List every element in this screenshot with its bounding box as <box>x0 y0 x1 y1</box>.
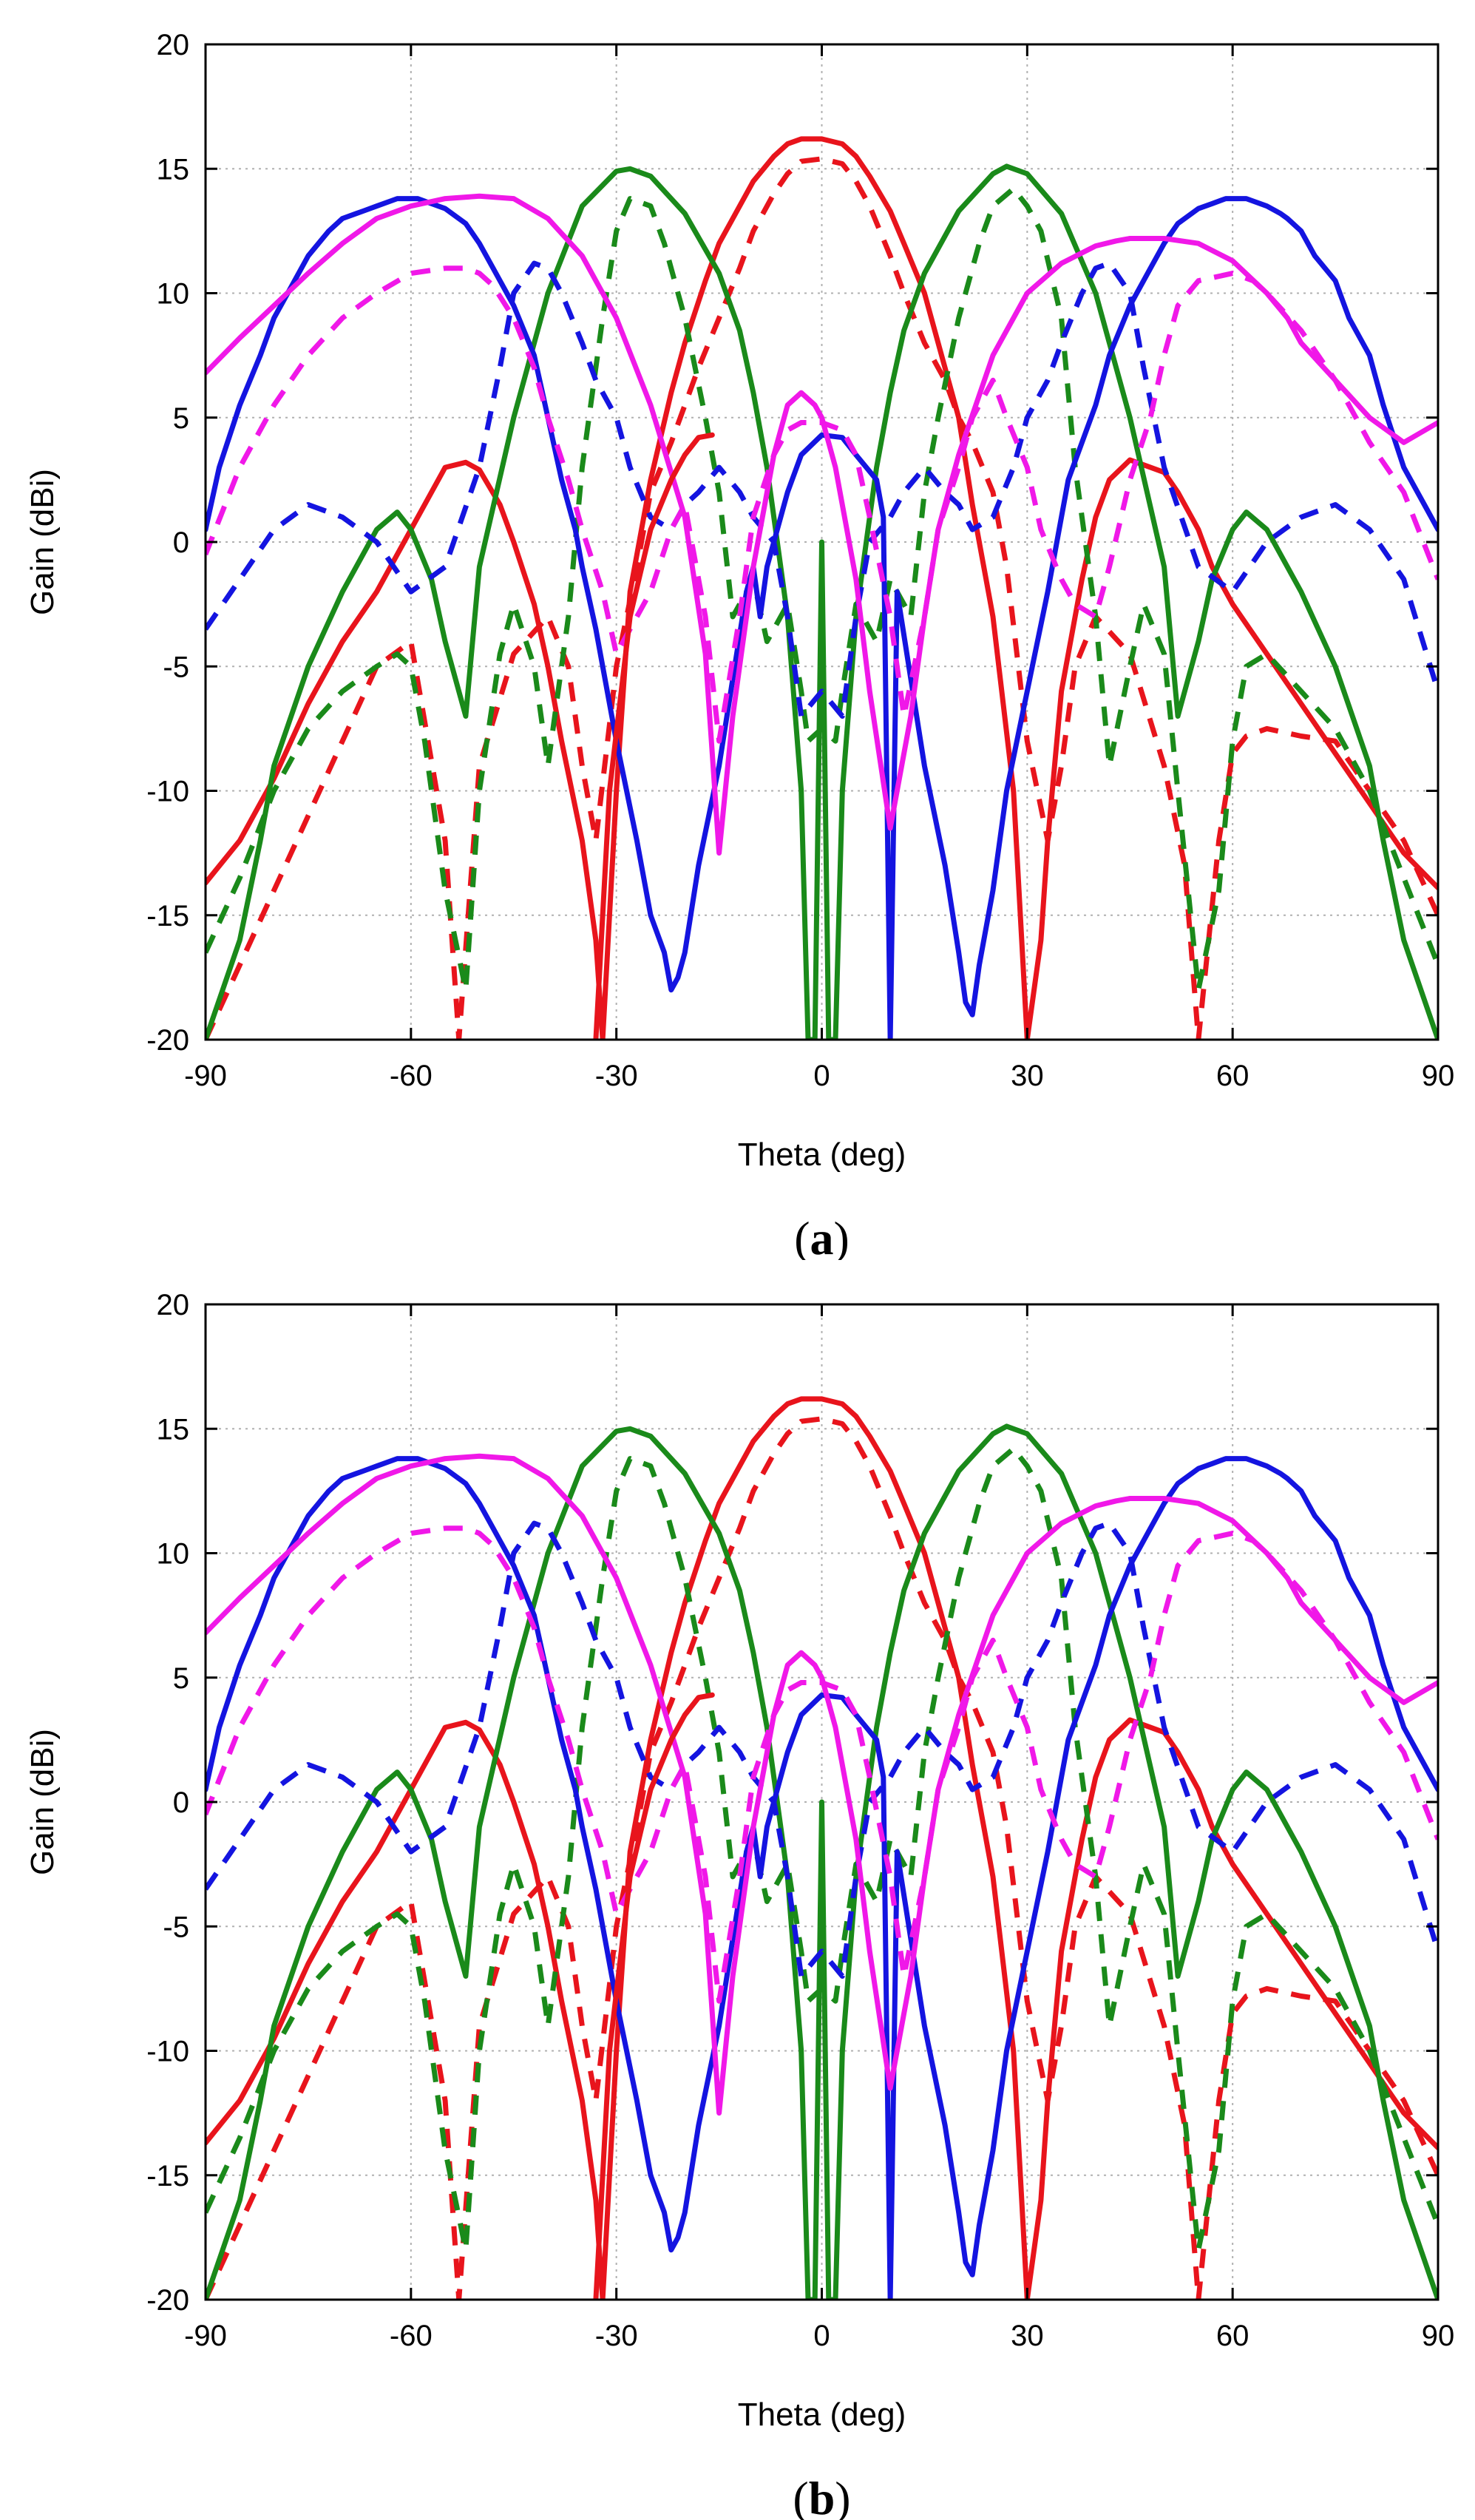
y-axis-label: Gain (dBi) <box>24 469 61 615</box>
x-tick-label: 0 <box>813 1060 830 1092</box>
series-green-dashed <box>206 1446 1438 2253</box>
axes-ticks: -90 -60 -30 0 30 60 90 -20 -15 -10 -5 0 5 10 15 20 <box>146 29 1454 1092</box>
x-tick-label: 60 <box>1216 1060 1249 1092</box>
series-red-solid <box>206 1396 1438 2300</box>
panel-label: (b) <box>793 2472 850 2520</box>
x-tick-label: -60 <box>390 2320 433 2352</box>
y-tick-label: 10 <box>157 278 190 311</box>
y-tick-label: 20 <box>157 29 190 61</box>
y-tick-label: 10 <box>157 1538 190 1571</box>
series-group <box>206 1396 1438 2300</box>
x-tick-label: -30 <box>595 2320 638 2352</box>
x-tick-label: 0 <box>813 2320 830 2352</box>
x-axis-label: Theta (deg) <box>738 2397 906 2433</box>
x-tick-label: 90 <box>1422 1060 1455 1092</box>
series-blue-dashed <box>206 1520 1438 1979</box>
series-red-sidelobe <box>593 1692 715 2300</box>
chart-panel-b: -90 -60 -30 0 30 60 90 -20 -15 -10 -5 0 5 10 15 20 Theta… <box>0 1260 1475 2520</box>
x-tick-label: -60 <box>390 1060 433 1092</box>
panel-label: (a) <box>794 1212 850 1260</box>
x-tick-label: -90 <box>184 1060 227 1092</box>
y-tick-label: -15 <box>146 2160 189 2192</box>
y-tick-label: -15 <box>146 900 189 932</box>
series-green-dashed <box>206 186 1438 993</box>
x-tick-label: -90 <box>184 2320 227 2352</box>
series-blue-solid <box>206 196 1438 1040</box>
y-tick-label: -5 <box>163 651 189 683</box>
y-tick-label: 0 <box>173 1786 189 1819</box>
x-axis-label: Theta (deg) <box>738 1137 906 1173</box>
y-tick-label: -5 <box>163 1911 189 1943</box>
panel-label-part: ) <box>835 2472 850 2520</box>
series-magenta-solid <box>206 193 1438 856</box>
x-tick-label: 30 <box>1011 2320 1044 2352</box>
gain-chart-a: -90 -60 -30 0 30 60 90 -20 -15 -10 -5 0 5 10 15 20 Theta… <box>24 29 1454 1260</box>
panel-label-part: a <box>810 1212 834 1260</box>
x-tick-label: 30 <box>1011 1060 1044 1092</box>
series-green-solid <box>206 1423 1438 2300</box>
chart-panel-a: -90 -60 -30 0 30 60 90 -20 -15 -10 -5 0 5 10 15 20 Theta… <box>24 29 1454 1260</box>
y-tick-label: 5 <box>173 1662 189 1695</box>
series-magenta-solid <box>206 1453 1438 2116</box>
axes-ticks: -90 -60 -30 0 30 60 90 -20 -15 -10 -5 0 5 10 15 20 <box>146 1289 1454 2352</box>
panel-label-part: ) <box>834 1212 850 1260</box>
series-magenta-dashed <box>206 265 1438 744</box>
panel-label-part: ( <box>794 1212 810 1260</box>
series-blue-dashed <box>206 260 1438 719</box>
y-tick-label: -10 <box>146 2036 189 2068</box>
series-green-solid <box>206 163 1438 1040</box>
series-red-dashed <box>206 156 1438 1040</box>
series-group <box>206 136 1438 1040</box>
y-tick-label: -20 <box>146 2284 189 2317</box>
y-tick-label: 20 <box>157 1289 190 1321</box>
y-tick-label: -20 <box>146 1024 189 1057</box>
series-red-sidelobe <box>593 432 715 1040</box>
x-tick-label: 60 <box>1216 2320 1249 2352</box>
y-tick-label: 0 <box>173 526 189 559</box>
x-tick-label: 90 <box>1422 2320 1455 2352</box>
y-tick-label: 15 <box>157 1413 190 1446</box>
series-red-solid <box>206 136 1438 1040</box>
gain-chart-b: -90 -60 -30 0 30 60 90 -20 -15 -10 -5 0 5 10 15 20 Theta… <box>24 1289 1454 2520</box>
panel-label-part: ( <box>793 2472 808 2520</box>
series-blue-solid <box>206 1456 1438 2300</box>
y-axis-label: Gain (dBi) <box>24 1729 61 1875</box>
series-red-dashed <box>206 1416 1438 2300</box>
y-tick-label: 15 <box>157 153 190 186</box>
x-tick-label: -30 <box>595 1060 638 1092</box>
y-tick-label: 5 <box>173 402 189 435</box>
series-magenta-dashed <box>206 1525 1438 2004</box>
panel-label-part: b <box>809 2472 835 2520</box>
y-tick-label: -10 <box>146 776 189 808</box>
